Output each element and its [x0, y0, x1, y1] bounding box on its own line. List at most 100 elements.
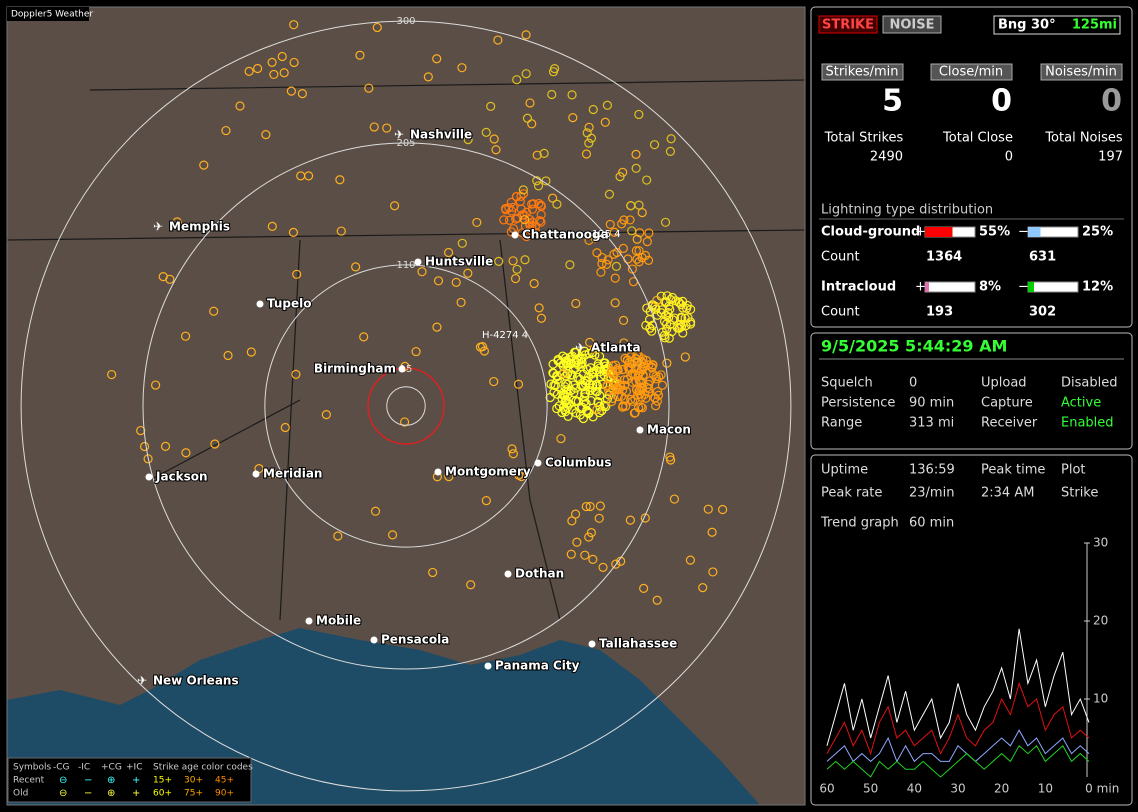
strike: [528, 199, 539, 209]
strike: [513, 379, 524, 389]
strike: [297, 89, 307, 99]
range-ring: [20, 20, 792, 792]
strike-button[interactable]: [818, 15, 878, 34]
strike: [181, 448, 191, 458]
stat: Plot: [1061, 463, 1086, 478]
strike: [590, 350, 600, 360]
total-value: 0: [1005, 150, 1013, 165]
strike: [681, 303, 692, 314]
strike: [558, 390, 568, 400]
x-axis-label: min: [1097, 782, 1120, 796]
strike: [355, 50, 365, 60]
strike: [507, 444, 517, 454]
total-label: Total Strikes: [824, 131, 904, 146]
sign: +: [915, 280, 926, 295]
city-label: Panama City: [495, 659, 580, 673]
noise-button[interactable]: [882, 15, 942, 34]
x-tick-label: 10: [1038, 782, 1053, 796]
map-frame: [6, 6, 806, 806]
annotation: 125 4: [592, 229, 621, 240]
strike: [610, 298, 620, 308]
strike: [627, 264, 637, 274]
strike: [631, 163, 641, 173]
strike: [466, 580, 476, 590]
strike: [577, 353, 587, 363]
strike: [609, 249, 619, 259]
total-label: Total Close: [942, 131, 1013, 146]
strike: [463, 135, 473, 145]
strike: [423, 72, 433, 82]
rate-value: 0: [1101, 84, 1122, 119]
strike: [475, 342, 486, 352]
strike: [481, 127, 491, 137]
stat: 23/min: [909, 486, 954, 501]
rate-label-box: [1040, 63, 1123, 81]
strike: [491, 145, 501, 155]
strike: [669, 313, 680, 323]
x-tick-label: 40: [907, 782, 922, 796]
strike: [674, 297, 684, 307]
strike: [642, 236, 652, 247]
strike: [665, 452, 675, 462]
strike: [568, 113, 578, 123]
strike: [456, 297, 466, 308]
strike: [637, 252, 647, 263]
setting: Persistence: [821, 396, 895, 411]
airport-icon: ✈: [575, 341, 585, 355]
x-tick-label: 20: [994, 782, 1009, 796]
airport-icon: ✈: [137, 674, 147, 688]
strike: [640, 389, 650, 399]
strike: [364, 83, 374, 93]
sign: −: [1018, 225, 1029, 240]
bar-fill: [925, 227, 953, 237]
strike-label: STRIKE: [822, 18, 874, 33]
strike: [335, 175, 345, 185]
strike: [549, 63, 560, 74]
strike: [536, 201, 547, 212]
setting: Disabled: [1061, 376, 1117, 391]
strike: [579, 392, 590, 402]
strike: [627, 226, 637, 236]
percent: 25%: [1082, 225, 1113, 240]
legend-symbol: +: [132, 788, 140, 799]
strike: [644, 228, 654, 238]
strike: [580, 350, 590, 360]
noise-label: NOISE: [889, 18, 934, 33]
strike: [637, 208, 647, 218]
strike: [566, 359, 576, 369]
city-dot: [434, 468, 442, 476]
strike: [585, 501, 595, 512]
strike: [597, 252, 607, 263]
strike: [457, 63, 467, 73]
setting: Capture: [981, 396, 1033, 411]
strike: [605, 219, 615, 230]
strike: [261, 130, 271, 140]
rate-value: 5: [882, 84, 903, 119]
strike: [428, 567, 438, 578]
legend-header: +IC: [126, 763, 142, 773]
strike: [472, 217, 482, 228]
strike: [601, 259, 612, 269]
strike: [244, 66, 254, 77]
strike: [508, 449, 518, 459]
strike: [451, 277, 461, 287]
strike: [626, 370, 636, 381]
strike: [500, 203, 511, 214]
setting: Receiver: [981, 416, 1038, 431]
bar-fill: [1028, 227, 1041, 237]
range-ring: [142, 142, 670, 670]
strike: [514, 470, 524, 480]
strike: [598, 562, 608, 572]
legend-symbol: +: [132, 775, 140, 786]
city-dot: [305, 617, 313, 625]
x-tick-label: 50: [863, 782, 878, 796]
strike: [548, 193, 558, 203]
strike: [585, 385, 595, 396]
strike: [504, 215, 515, 225]
strike: [476, 257, 486, 267]
ring-label: 110: [396, 260, 415, 271]
strike: [571, 383, 581, 393]
y-tick-label: 30: [1093, 536, 1108, 550]
strike: [457, 238, 467, 248]
